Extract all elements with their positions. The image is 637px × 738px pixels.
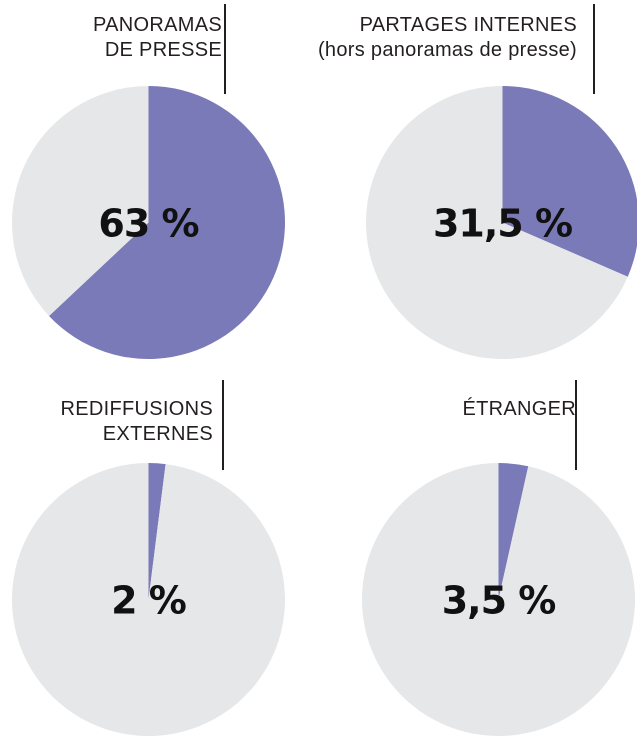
pie-chart-etranger: ÉTRANGER 3,5 % xyxy=(319,369,637,738)
pie-slice-highlight xyxy=(498,463,529,600)
pie-slice-rest xyxy=(361,462,635,736)
pie-slice-rest xyxy=(11,463,285,736)
title-rule xyxy=(222,380,224,470)
pie: 3,5 % xyxy=(361,462,635,736)
chart-title: ÉTRANGER xyxy=(462,398,576,420)
percentage-label: 3,5 % xyxy=(442,579,556,623)
pie-slice-rest xyxy=(12,86,149,316)
percentage-label: 31,5 % xyxy=(433,202,572,246)
title-rule xyxy=(224,4,226,94)
pie-slice-highlight xyxy=(49,86,286,359)
chart-title: PANORAMAS DE PRESSE xyxy=(92,14,222,61)
title-rule xyxy=(575,380,577,470)
chart-title: PARTAGES INTERNES (hors panoramas de pre… xyxy=(317,14,577,61)
pie-slice-highlight xyxy=(502,86,637,277)
title-rule xyxy=(593,4,595,94)
chart-title: REDIFFUSIONS EXTERNES xyxy=(60,398,213,445)
percentage-label: 2 % xyxy=(111,579,186,623)
pie: 63 % xyxy=(12,86,286,359)
pie: 31,5 % xyxy=(365,86,637,359)
pie-slice-rest xyxy=(365,86,628,359)
percentage-label: 63 % xyxy=(98,202,198,246)
pie-chart-rediffusions: REDIFFUSIONS EXTERNES 2 % xyxy=(0,369,318,738)
pie-chart-panoramas: PANORAMAS DE PRESSE 63 % xyxy=(0,0,318,369)
pie-chart-partages-internes: PARTAGES INTERNES (hors panoramas de pre… xyxy=(318,0,637,369)
pie: 2 % xyxy=(11,463,285,736)
pie-slice-highlight xyxy=(148,463,166,600)
